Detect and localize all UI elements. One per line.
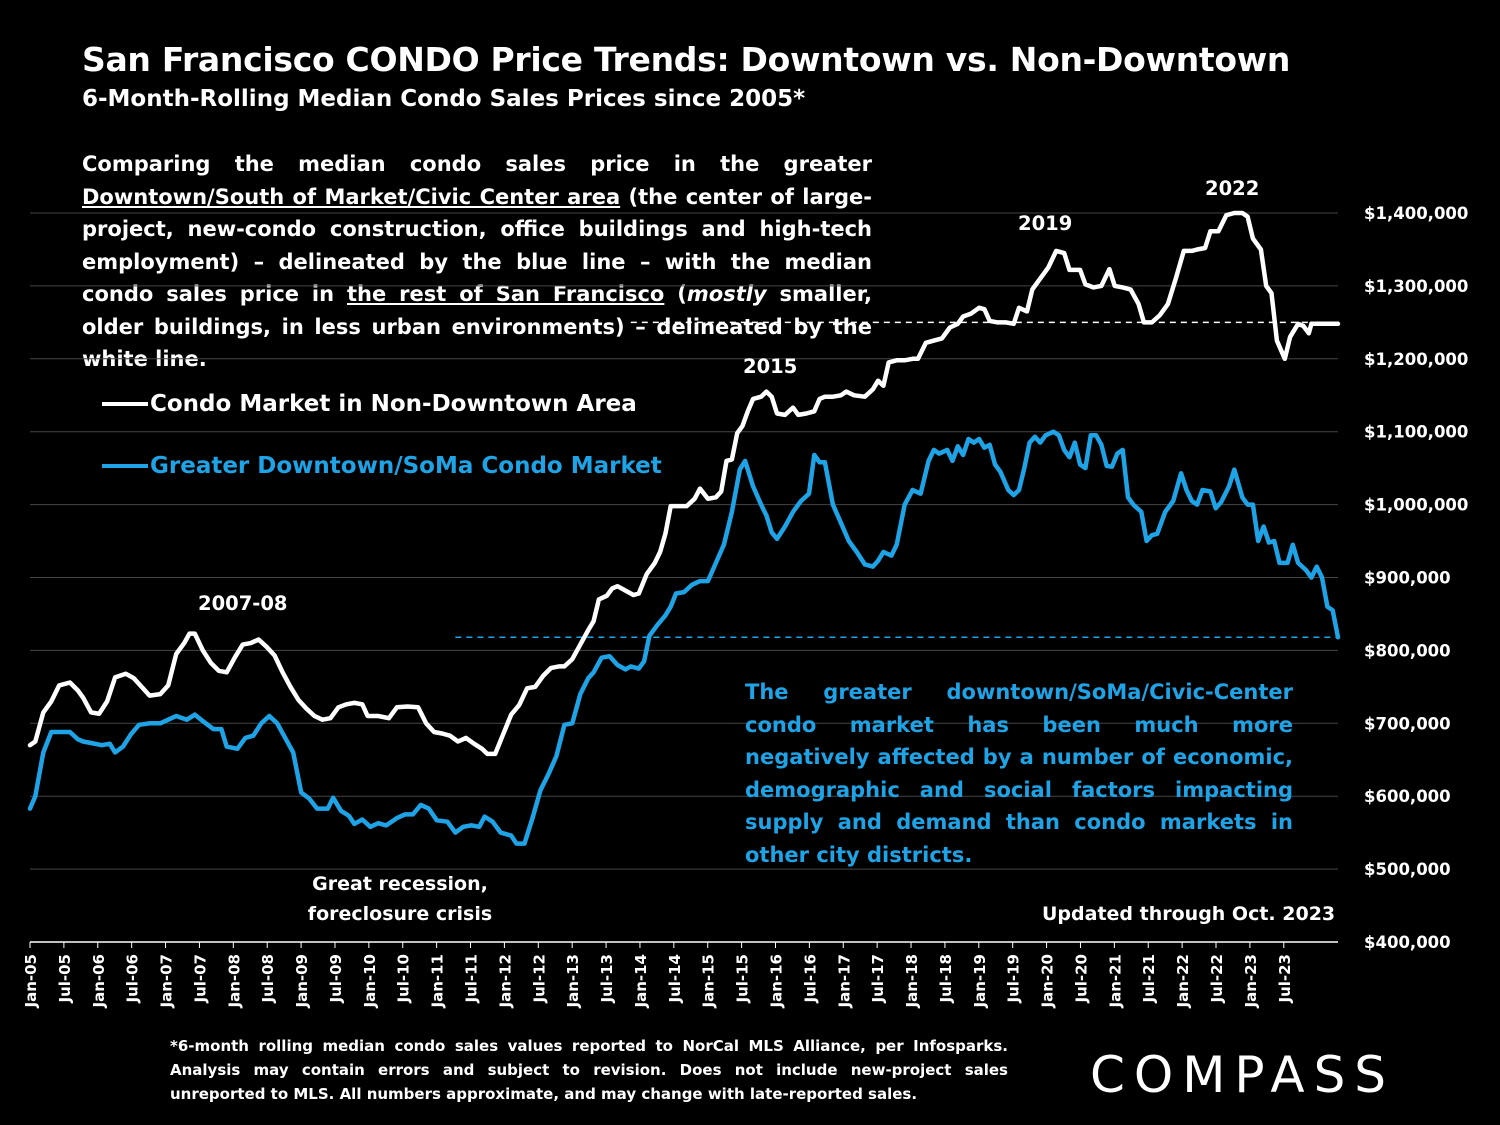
compass-logo: COMPASS [1090, 1046, 1396, 1104]
x-tick-label: Jan-14 [632, 954, 650, 1008]
y-tick-label: $900,000 [1364, 569, 1451, 588]
footnote: *6-month rolling median condo sales valu… [170, 1037, 1008, 1103]
x-tick-label: Jan-18 [903, 954, 921, 1008]
intro-text-2: (the center of large-project, new-condo … [82, 184, 872, 307]
page-subtitle: 6-Month-Rolling Median Condo Sales Price… [82, 86, 806, 112]
x-tick-label: Jul-16 [801, 954, 819, 1004]
intro-underline-downtown: Downtown/South of Market/Civic Center ar… [82, 184, 621, 209]
intro-text-3: ( [664, 282, 687, 306]
downtown-note: The greater downtown/SoMa/Civic-Center c… [745, 680, 1293, 867]
x-tick-label: Jul-09 [327, 954, 345, 1004]
x-tick-label: Jan-08 [225, 954, 243, 1008]
recession-line-2: foreclosure crisis [307, 903, 493, 925]
x-tick-label: Jul-06 [124, 954, 142, 1004]
y-tick-label: $800,000 [1364, 641, 1451, 660]
updated-note: Updated through Oct. 2023 [1042, 903, 1336, 925]
y-tick-label: $500,000 [1364, 860, 1451, 879]
x-tick-label: Jan-11 [429, 954, 447, 1008]
x-tick-label: Jul-20 [1072, 954, 1090, 1004]
legend-swatch-blue [102, 464, 148, 468]
x-tick-label: Jul-14 [666, 954, 684, 1004]
annotation-2015: 2015 [743, 355, 798, 378]
x-tick-label: Jul-17 [869, 954, 887, 1004]
y-tick-label: $1,000,000 [1364, 496, 1468, 515]
y-tick-label: $700,000 [1364, 714, 1451, 733]
x-tick-label: Jul-18 [937, 954, 955, 1004]
series-line-non-downtown [27, 210, 1341, 757]
x-tick-label: Jan-10 [361, 954, 379, 1008]
legend-label-downtown: Greater Downtown/SoMa Condo Market [150, 453, 662, 479]
x-tick-label: Jul-08 [259, 954, 277, 1004]
page-title: San Francisco CONDO Price Trends: Downto… [82, 40, 1291, 79]
y-tick-label: $600,000 [1364, 787, 1451, 806]
x-tick-label: Jul-10 [395, 954, 413, 1004]
x-tick-label: Jul-12 [530, 954, 548, 1004]
x-tick-label: Jul-22 [1208, 954, 1226, 1004]
annotation-2007-08: 2007-08 [198, 592, 288, 615]
x-tick-label: Jan-19 [971, 954, 989, 1008]
legend-item-non-downtown: Condo Market in Non-Downtown Area [102, 391, 637, 417]
legend-swatch-white [102, 402, 148, 406]
series-line-downtown [27, 429, 1341, 846]
recession-line-1: Great recession, [312, 873, 488, 895]
y-tick-label: $400,000 [1364, 933, 1451, 952]
annotation-2019: 2019 [1018, 212, 1073, 235]
x-tick-label: Jul-11 [463, 954, 481, 1004]
x-tick-label: Jan-22 [1174, 954, 1192, 1008]
x-tick-label: Jan-21 [1106, 954, 1124, 1008]
x-tick-label: Jan-07 [158, 954, 176, 1008]
x-tick-label: Jul-13 [598, 954, 616, 1004]
y-tick-label: $1,100,000 [1364, 423, 1468, 442]
annotation-2022: 2022 [1205, 177, 1260, 200]
x-tick-label: Jul-15 [734, 954, 752, 1004]
legend-label-non-downtown: Condo Market in Non-Downtown Area [150, 391, 637, 417]
x-tick-label: Jan-05 [22, 954, 40, 1008]
x-tick-label: Jan-09 [293, 954, 311, 1008]
x-tick-label: Jan-20 [1039, 954, 1057, 1008]
x-tick-label: Jan-15 [700, 954, 718, 1008]
x-tick-label: Jan-16 [767, 954, 785, 1008]
recession-annotation: Great recession, foreclosure crisis [300, 869, 500, 929]
x-tick-label: Jan-23 [1242, 954, 1260, 1008]
x-tick-label: Jan-06 [90, 954, 108, 1008]
x-tick-label: Jul-21 [1140, 954, 1158, 1004]
x-tick-label: Jan-13 [564, 954, 582, 1008]
x-tick-label: Jan-12 [496, 954, 514, 1008]
x-tick-label: Jul-05 [56, 954, 74, 1004]
x-tick-label: Jul-23 [1276, 954, 1294, 1004]
x-tick-label: Jan-17 [835, 954, 853, 1008]
x-tick-label: Jul-07 [191, 954, 209, 1004]
legend-item-downtown: Greater Downtown/SoMa Condo Market [102, 453, 662, 479]
y-tick-label: $1,400,000 [1364, 204, 1468, 223]
intro-text-1: Comparing the median condo sales price i… [82, 152, 872, 176]
y-tick-label: $1,300,000 [1364, 277, 1468, 296]
x-tick-label: Jul-19 [1005, 954, 1023, 1004]
y-tick-label: $1,200,000 [1364, 350, 1468, 369]
